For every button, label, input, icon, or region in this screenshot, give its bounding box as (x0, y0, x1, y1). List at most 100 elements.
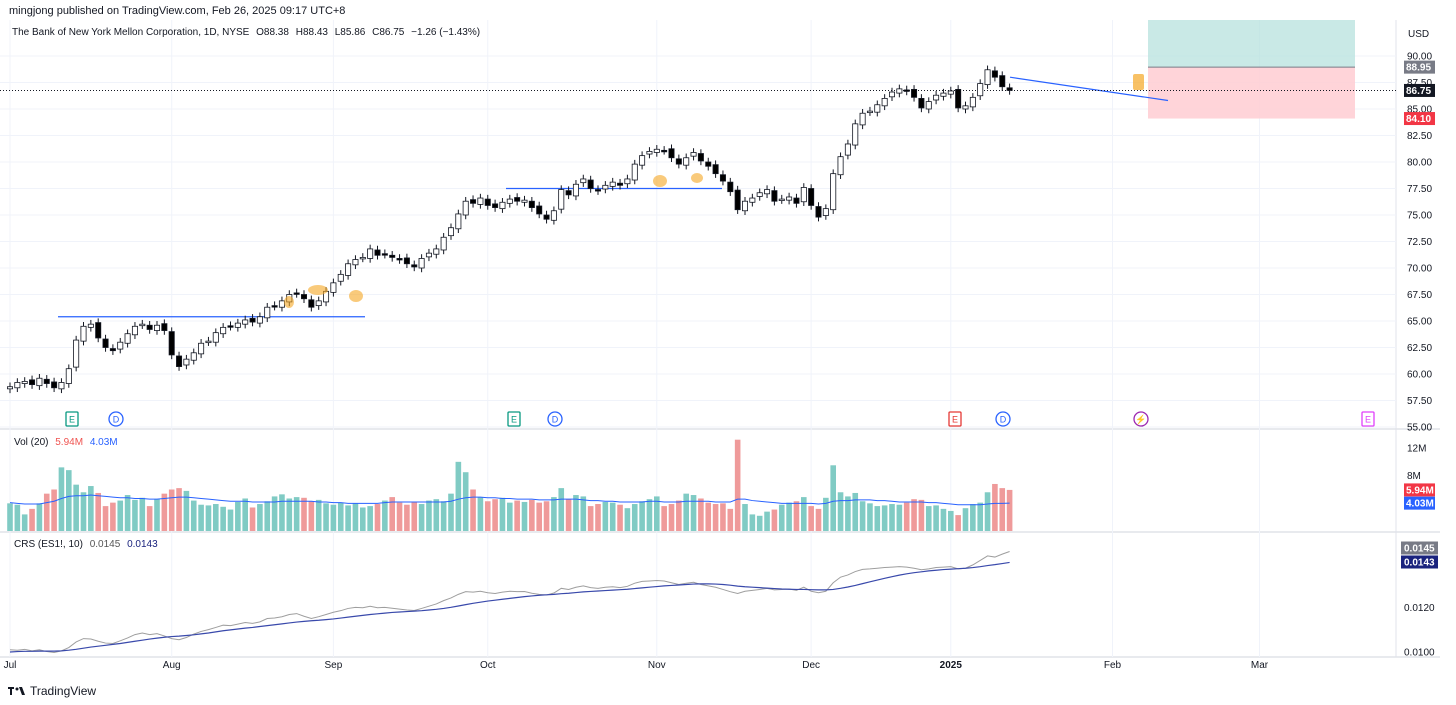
volume-bar (529, 499, 535, 531)
candle-body (87, 323, 94, 328)
volume-bar (977, 502, 983, 531)
candle-body (124, 333, 131, 344)
price-badge-label: 86.75 (1406, 86, 1431, 97)
volume-bar (279, 494, 285, 531)
candle-body (300, 294, 307, 300)
event-marker (995, 411, 1011, 427)
volume-legend: Vol (20) 5.94M 4.03M (14, 437, 118, 448)
volume-bar (881, 505, 888, 531)
time-axis-label: 2025 (940, 660, 963, 671)
time-axis-label: Jul (4, 660, 17, 671)
candle-body (131, 325, 138, 336)
volume-bar (999, 488, 1006, 531)
candle-body (697, 153, 704, 162)
volume-bar (940, 508, 947, 531)
volume-bar (470, 489, 476, 531)
crs-badge (1401, 555, 1438, 569)
crs-title[interactable]: CRS (ES1!, 10) (14, 539, 83, 550)
candle-body (433, 248, 440, 255)
candle-body (367, 248, 374, 259)
price-tick-label: 65.00 (1407, 317, 1432, 328)
event-marker (108, 411, 124, 427)
candle-body (190, 352, 197, 361)
candle-body (977, 83, 984, 97)
volume-bar (830, 465, 836, 531)
candle-body (484, 198, 491, 206)
candle-body (212, 332, 219, 343)
candle-body (470, 199, 477, 204)
candle-body (337, 273, 344, 282)
volume-bar (896, 504, 903, 531)
candle-body (962, 105, 969, 110)
candle-body (198, 342, 205, 355)
price-tick-label: 55.00 (1407, 423, 1432, 434)
candle-body (712, 164, 719, 175)
price-tick-label: 85.00 (1407, 105, 1432, 116)
candle-body (764, 189, 771, 195)
event-marker-label: E (69, 415, 75, 425)
volume-bar (764, 511, 770, 531)
time-axis-label: Feb (1104, 660, 1122, 671)
candle-body (95, 322, 102, 339)
candle-body (675, 158, 682, 165)
tradingview-logo[interactable]: TradingView (8, 684, 96, 698)
event-marker (547, 411, 563, 427)
volume-bar (514, 500, 520, 531)
volume-bar (176, 488, 182, 531)
volume-bar (631, 504, 638, 531)
volume-bar (609, 502, 616, 531)
volume-bar (198, 504, 204, 531)
candle-body (183, 358, 190, 366)
volume-bar (970, 504, 976, 531)
candle-body (984, 69, 991, 86)
volume-bar (352, 503, 359, 531)
volume-bar (815, 508, 822, 531)
candle-body (830, 173, 837, 211)
candle-body (661, 149, 668, 153)
candle-body (918, 98, 925, 109)
volume-bar (220, 506, 226, 531)
symbol-title[interactable]: The Bank of New York Mellon Corporation,… (12, 27, 250, 38)
volume-bar (190, 500, 197, 531)
volume-bar (396, 502, 403, 531)
volume-bar (771, 509, 778, 531)
volume-bar (455, 461, 462, 531)
volume-bar (418, 504, 425, 531)
candle-body (51, 381, 58, 389)
candle-body (220, 326, 227, 335)
price-badge (1404, 60, 1435, 74)
price-tick-label: 67.50 (1407, 290, 1432, 301)
volume-bar (227, 509, 234, 531)
volume-bar (345, 505, 351, 531)
volume-title[interactable]: Vol (20) (14, 437, 49, 448)
volume-bar (462, 472, 469, 531)
candle-body (925, 101, 932, 110)
candle-body (844, 143, 851, 156)
candle-body (565, 190, 572, 196)
ohlc-change: −1.26 (−1.43%) (411, 27, 481, 38)
candle-body (837, 156, 844, 176)
highlight-marker (653, 175, 667, 187)
candle-body (506, 198, 513, 204)
stop-zone (1148, 67, 1355, 119)
volume-bar (698, 498, 704, 531)
candle-body (36, 377, 43, 387)
candle-body (624, 178, 631, 185)
candle-body (396, 258, 403, 261)
volume-bar (21, 514, 28, 531)
volume-bar (492, 499, 498, 531)
volume-bar (889, 504, 895, 531)
volume-bar (661, 506, 667, 531)
candle-body (550, 210, 557, 221)
volume-bar (903, 502, 910, 531)
event-marker-label: E (1365, 415, 1371, 425)
volume-bar (323, 503, 329, 531)
candle-body (683, 157, 690, 166)
currency-label[interactable]: USD (1408, 29, 1430, 40)
volume-bar (1006, 489, 1013, 531)
volume-bar (242, 498, 248, 531)
candle-body (176, 355, 183, 367)
candle-body (403, 257, 410, 265)
volume-bar (367, 506, 373, 531)
